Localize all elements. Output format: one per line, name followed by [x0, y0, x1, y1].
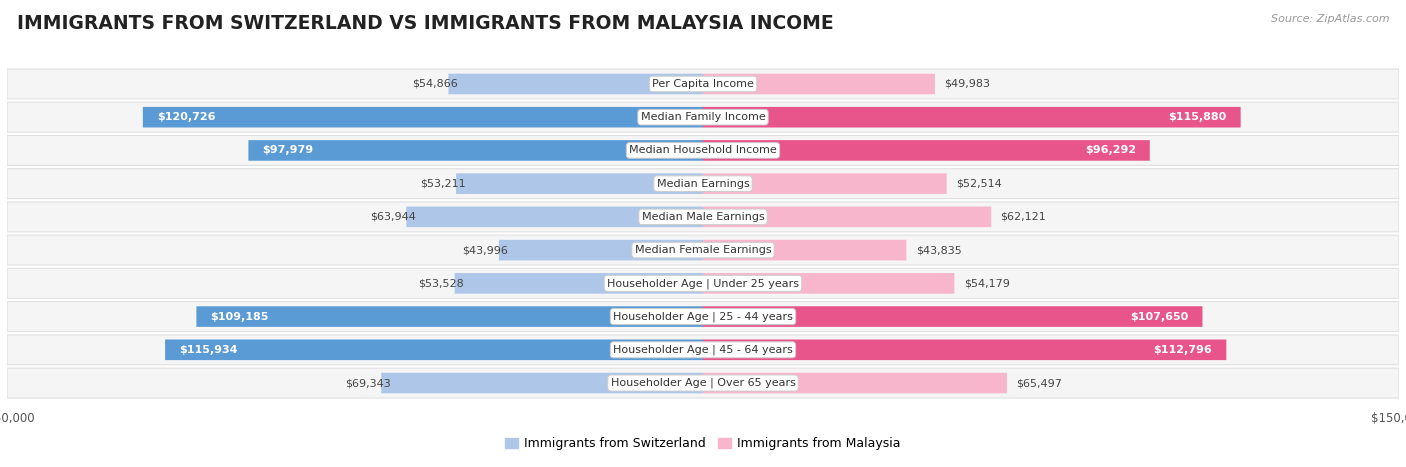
- Text: $109,185: $109,185: [211, 311, 269, 322]
- Text: Householder Age | Under 25 years: Householder Age | Under 25 years: [607, 278, 799, 289]
- FancyBboxPatch shape: [703, 273, 955, 294]
- Text: $53,211: $53,211: [420, 179, 465, 189]
- FancyBboxPatch shape: [7, 335, 1399, 365]
- Text: $115,934: $115,934: [179, 345, 238, 355]
- FancyBboxPatch shape: [703, 206, 991, 227]
- Text: $65,497: $65,497: [1017, 378, 1062, 388]
- FancyBboxPatch shape: [7, 269, 1399, 298]
- Text: Median Household Income: Median Household Income: [628, 145, 778, 156]
- Text: $112,796: $112,796: [1154, 345, 1212, 355]
- FancyBboxPatch shape: [7, 302, 1399, 332]
- FancyBboxPatch shape: [143, 107, 703, 127]
- FancyBboxPatch shape: [7, 202, 1399, 232]
- FancyBboxPatch shape: [703, 173, 946, 194]
- FancyBboxPatch shape: [703, 373, 1007, 393]
- Text: Householder Age | Over 65 years: Householder Age | Over 65 years: [610, 378, 796, 388]
- Text: $120,726: $120,726: [157, 112, 215, 122]
- Text: $107,650: $107,650: [1130, 311, 1188, 322]
- Text: $69,343: $69,343: [344, 378, 391, 388]
- FancyBboxPatch shape: [7, 69, 1399, 99]
- Text: IMMIGRANTS FROM SWITZERLAND VS IMMIGRANTS FROM MALAYSIA INCOME: IMMIGRANTS FROM SWITZERLAND VS IMMIGRANT…: [17, 14, 834, 33]
- Text: $52,514: $52,514: [956, 179, 1001, 189]
- FancyBboxPatch shape: [449, 74, 703, 94]
- Text: $53,528: $53,528: [418, 278, 464, 288]
- FancyBboxPatch shape: [703, 340, 1226, 360]
- FancyBboxPatch shape: [499, 240, 703, 261]
- Text: $43,835: $43,835: [915, 245, 962, 255]
- Text: $97,979: $97,979: [263, 145, 314, 156]
- FancyBboxPatch shape: [165, 340, 703, 360]
- Text: $49,983: $49,983: [945, 79, 990, 89]
- FancyBboxPatch shape: [454, 273, 703, 294]
- Text: Median Family Income: Median Family Income: [641, 112, 765, 122]
- FancyBboxPatch shape: [249, 140, 703, 161]
- Text: Median Male Earnings: Median Male Earnings: [641, 212, 765, 222]
- FancyBboxPatch shape: [456, 173, 703, 194]
- Text: $43,996: $43,996: [463, 245, 508, 255]
- FancyBboxPatch shape: [703, 107, 1240, 127]
- Text: $115,880: $115,880: [1168, 112, 1227, 122]
- FancyBboxPatch shape: [703, 240, 907, 261]
- FancyBboxPatch shape: [703, 74, 935, 94]
- FancyBboxPatch shape: [7, 169, 1399, 198]
- FancyBboxPatch shape: [7, 368, 1399, 398]
- FancyBboxPatch shape: [703, 306, 1202, 327]
- Text: $62,121: $62,121: [1001, 212, 1046, 222]
- FancyBboxPatch shape: [7, 102, 1399, 132]
- Text: $54,866: $54,866: [412, 79, 458, 89]
- FancyBboxPatch shape: [406, 206, 703, 227]
- FancyBboxPatch shape: [703, 140, 1150, 161]
- Text: Source: ZipAtlas.com: Source: ZipAtlas.com: [1271, 14, 1389, 24]
- FancyBboxPatch shape: [197, 306, 703, 327]
- Text: Householder Age | 45 - 64 years: Householder Age | 45 - 64 years: [613, 345, 793, 355]
- Legend: Immigrants from Switzerland, Immigrants from Malaysia: Immigrants from Switzerland, Immigrants …: [501, 432, 905, 455]
- Text: $54,179: $54,179: [963, 278, 1010, 288]
- FancyBboxPatch shape: [7, 235, 1399, 265]
- Text: Per Capita Income: Per Capita Income: [652, 79, 754, 89]
- Text: $63,944: $63,944: [370, 212, 416, 222]
- Text: Median Female Earnings: Median Female Earnings: [634, 245, 772, 255]
- FancyBboxPatch shape: [7, 135, 1399, 165]
- FancyBboxPatch shape: [381, 373, 703, 393]
- Text: $96,292: $96,292: [1085, 145, 1136, 156]
- Text: Householder Age | 25 - 44 years: Householder Age | 25 - 44 years: [613, 311, 793, 322]
- Text: Median Earnings: Median Earnings: [657, 179, 749, 189]
